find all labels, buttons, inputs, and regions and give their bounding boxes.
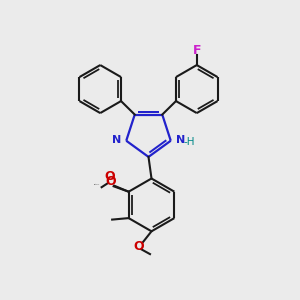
Text: O: O (104, 170, 115, 183)
Text: O: O (105, 175, 116, 188)
Text: O: O (133, 240, 144, 254)
Text: F: F (193, 44, 201, 57)
Text: N: N (176, 135, 185, 145)
Text: methoxy: methoxy (94, 184, 100, 185)
Text: -H: -H (183, 137, 195, 147)
Text: N: N (112, 135, 121, 145)
